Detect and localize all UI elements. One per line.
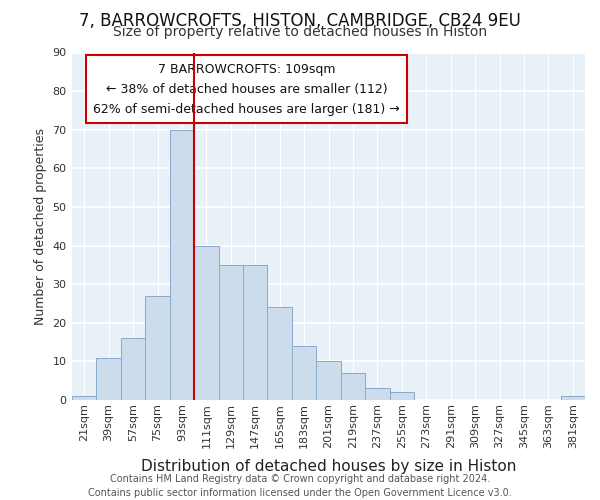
Bar — [170, 130, 194, 400]
Bar — [560, 396, 585, 400]
Text: Size of property relative to detached houses in Histon: Size of property relative to detached ho… — [113, 25, 487, 39]
Bar — [341, 373, 365, 400]
Bar — [389, 392, 414, 400]
Y-axis label: Number of detached properties: Number of detached properties — [34, 128, 47, 325]
Text: Contains HM Land Registry data © Crown copyright and database right 2024.
Contai: Contains HM Land Registry data © Crown c… — [88, 474, 512, 498]
Bar — [243, 265, 268, 400]
X-axis label: Distribution of detached houses by size in Histon: Distribution of detached houses by size … — [141, 459, 516, 474]
Bar — [97, 358, 121, 400]
Bar — [194, 246, 218, 400]
Bar — [145, 296, 170, 400]
Bar — [292, 346, 316, 400]
Bar — [218, 265, 243, 400]
Bar — [365, 388, 389, 400]
Bar — [268, 308, 292, 400]
Bar — [121, 338, 145, 400]
Text: 7, BARROWCROFTS, HISTON, CAMBRIDGE, CB24 9EU: 7, BARROWCROFTS, HISTON, CAMBRIDGE, CB24… — [79, 12, 521, 30]
Bar — [72, 396, 97, 400]
Bar — [316, 362, 341, 400]
Text: 7 BARROWCROFTS: 109sqm
← 38% of detached houses are smaller (112)
62% of semi-de: 7 BARROWCROFTS: 109sqm ← 38% of detached… — [93, 63, 400, 116]
